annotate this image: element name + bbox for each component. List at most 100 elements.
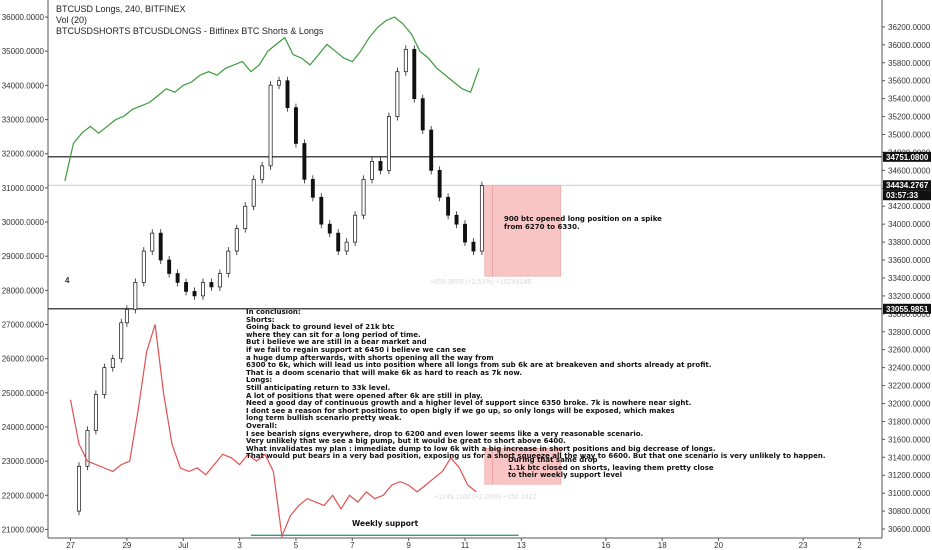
left-tick-label: 22000.0000 [2,491,45,500]
left-tick-label: 33000.0000 [2,116,45,125]
long-position-note: 900 btc opened long position on a spike … [504,215,662,231]
short-box-measure: +1249.1100 (+2.00%) +150 2412 [434,494,537,501]
horizontal-levels [48,156,882,536]
candle-body [167,259,172,274]
x-tick-label: 13 [517,541,526,550]
highlight-boxes [484,184,562,485]
left-price-axis: 36000.0000 35000.0000 34000.0000 33000.0000… [2,13,48,534]
candle-body [217,273,222,288]
left-tick-label: 23000.0000 [2,457,45,466]
price-tag-box [883,190,931,201]
left-tick-label: 32000.0000 [2,150,45,159]
left-tick-label: 35000.0000 [2,47,45,56]
candle-body [102,367,107,395]
candle-body [209,282,214,288]
candle-body [150,232,155,252]
right-tick-label: 35000.0000 [888,131,931,140]
candle-body [110,358,115,368]
right-tick-label: 33400.0000 [888,274,931,283]
candle-body [158,232,163,261]
candle-body [302,143,307,180]
x-tick-label: 3 [237,541,242,550]
candle-body [344,241,349,252]
chart-title: BTCUSD Longs, 240, BITFINEX [56,4,186,14]
candle-body [260,165,265,180]
left-tick-label: 25000.0000 [2,389,45,398]
weekly-support-label: Weekly support [352,519,419,528]
short-position-note: During that same drop 1.1k btc closed on… [508,456,714,480]
right-tick-label: 36000.0000 [888,41,931,50]
x-tick-label: 27 [66,541,75,550]
right-tick-label: 32400.0000 [888,364,931,373]
price-tag-label: 03:57:33 [886,191,919,200]
right-tick-label: 34600.0000 [888,166,931,175]
candle-body [175,273,180,283]
left-tick-label: 27000.0000 [2,321,45,330]
candle-body [133,282,138,310]
price-tag-box [883,180,931,191]
gap-marker: 4 [65,276,70,285]
conclusion-note: In conclusion: Shorts: Going back to gro… [246,308,826,461]
candle-body [268,84,273,167]
left-tick-label: 26000.0000 [2,355,45,364]
candle-body [293,107,298,144]
candle-body [420,98,425,131]
right-tick-label: 32200.0000 [888,382,931,391]
left-tick-label: 30000.0000 [2,218,45,227]
candle-body [192,291,197,297]
right-tick-label: 35800.0000 [888,59,931,68]
right-tick-label: 31600.0000 [888,435,931,444]
candle-body [285,80,290,108]
x-tick-label: 20 [714,541,723,550]
right-tick-label: 32800.0000 [888,328,931,337]
price-tag-label: 34434.2767 [886,181,929,190]
candle-body [319,196,324,225]
volume-line [69,324,477,539]
x-tick-label: 29 [122,541,131,550]
candle-body [226,250,231,274]
left-tick-label: 29000.0000 [2,252,45,261]
right-tick-label: 31200.0000 [888,471,931,480]
series-lines [64,16,484,539]
price-tag-label: 34751.0800 [886,153,929,162]
candle-body [412,48,417,99]
right-tick-label: 31400.0000 [888,453,931,462]
x-tick-label: 9 [406,541,411,550]
candle-body [327,223,332,234]
candle-body [370,161,374,180]
candle-body [429,129,434,171]
candle-body [395,71,400,117]
candle-body [77,465,81,512]
candle-body [479,185,484,252]
candle-body [463,223,467,243]
candle-body [184,282,189,292]
candle-body [277,80,281,86]
right-tick-label: 33600.0000 [888,256,931,265]
right-tick-label: 34000.0000 [888,220,931,229]
candle-body [234,228,239,252]
candle-body [141,250,146,283]
candle-body [437,170,442,198]
candle-body [386,116,391,171]
right-tick-label: 35200.0000 [888,113,931,122]
left-tick-label: 21000.0000 [2,525,45,534]
price-tag-label: 33055.9851 [886,305,929,314]
candle-body [93,394,98,431]
longs-candles [77,45,484,516]
right-tick-label: 33000.0000 [888,310,931,319]
candle-body [378,161,383,171]
x-tick-label: 16 [601,541,610,550]
candle-body [454,214,459,225]
left-tick-label: 36000.0000 [2,13,45,22]
candle-body [336,232,341,252]
candle-body [119,322,124,360]
x-tick-label: Jul [178,541,188,550]
price-tag-box [883,303,931,314]
right-tick-label: 30800.0000 [888,507,931,516]
right-tick-label: 32600.0000 [888,346,931,355]
long-box-measure: +859.3809 (+2.51%) +10249148 [430,279,532,286]
x-tick-label: 18 [658,541,667,550]
candle-body [243,205,248,230]
